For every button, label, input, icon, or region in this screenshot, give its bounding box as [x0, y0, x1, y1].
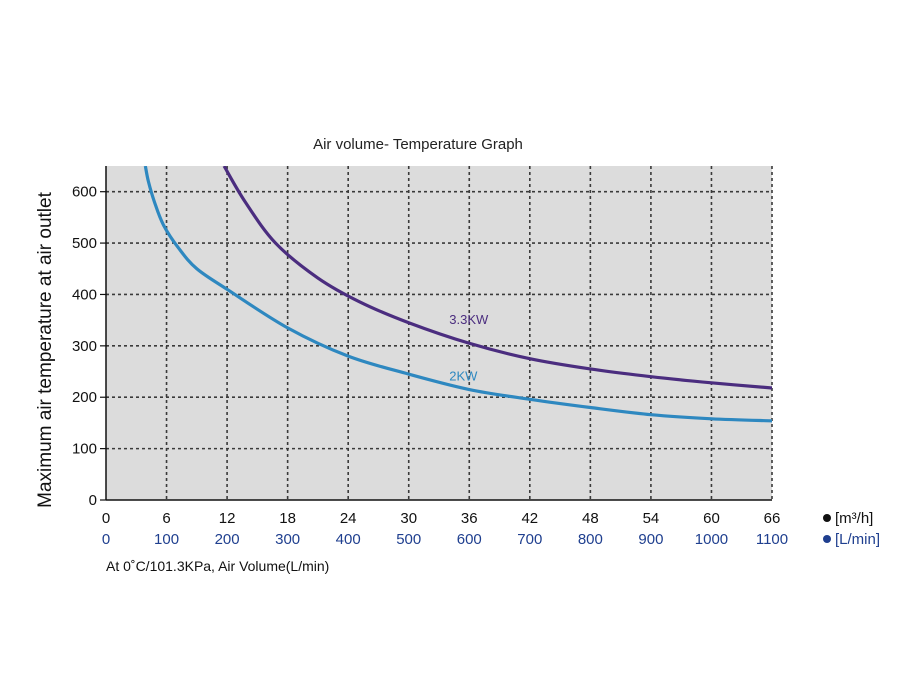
x-tick-label-m3h: 36 [461, 510, 478, 527]
y-tick-label: 0 [89, 492, 97, 509]
y-tick-label: 400 [72, 286, 97, 303]
x-axis-ticks-lmin: 0 100 200 300 400 500 600 700 800 900 1000 1100 [102, 531, 788, 548]
x-tick-label-lmin: 900 [638, 531, 663, 548]
x-tick-label-m3h: 42 [521, 510, 538, 527]
x-tick-label-lmin: 800 [578, 531, 603, 548]
unit-lmin-label: [L/min] [835, 531, 880, 548]
x-tick-label-lmin: 500 [396, 531, 421, 548]
x-tick-label-lmin: 0 [102, 531, 110, 548]
y-tick-label: 300 [72, 338, 97, 355]
x-tick-label-m3h: 60 [703, 510, 720, 527]
x-axis-note: At 0˚C/101.3KPa, Air Volume(L/min) [106, 558, 329, 574]
x-tick-label-m3h: 6 [162, 510, 170, 527]
x-tick-label-m3h: 48 [582, 510, 599, 527]
unit-m3h-label: [m³/h] [835, 510, 873, 527]
chart-title: Air volume- Temperature Graph [313, 136, 523, 153]
plot-area [105, 166, 773, 501]
y-tick-label: 100 [72, 441, 97, 458]
y-tick-label: 600 [72, 184, 97, 201]
series-layer [143, 166, 772, 423]
series-labels: 3.3KW 2KW [449, 312, 489, 384]
series-line-1 [143, 166, 772, 423]
grid [106, 166, 773, 500]
series-label-0: 3.3KW [449, 312, 489, 327]
x-axis-ticks-m3h: 0 6 12 18 24 30 36 42 48 54 60 66 [102, 510, 781, 527]
x-tick-label-m3h: 54 [643, 510, 660, 527]
series-line-0 [222, 166, 772, 390]
series-label-1: 2KW [449, 368, 478, 383]
x-tick-label-lmin: 400 [336, 531, 361, 548]
unit-lmin-marker [823, 535, 831, 543]
x-tick-label-m3h: 30 [400, 510, 417, 527]
x-tick-label-lmin: 600 [457, 531, 482, 548]
x-tick-label-m3h: 24 [340, 510, 357, 527]
x-tick-label-m3h: 12 [219, 510, 236, 527]
y-tick-label: 200 [72, 389, 97, 406]
y-axis-ticks: 0 100 200 300 400 500 600 [72, 184, 106, 509]
x-tick-label-m3h: 18 [279, 510, 296, 527]
x-tick-label-lmin: 100 [154, 531, 179, 548]
y-axis-label: Maximum air temperature at air outlet [35, 191, 56, 507]
x-tick-label-m3h: 66 [764, 510, 781, 527]
x-tick-label-m3h: 0 [102, 510, 110, 527]
x-tick-label-lmin: 200 [215, 531, 240, 548]
x-tick-label-lmin: 1000 [695, 531, 728, 548]
y-tick-label: 500 [72, 235, 97, 252]
x-tick-label-lmin: 1100 [756, 531, 788, 548]
unit-m3h-marker [823, 514, 831, 522]
x-tick-label-lmin: 700 [517, 531, 542, 548]
x-tick-label-lmin: 300 [275, 531, 300, 548]
